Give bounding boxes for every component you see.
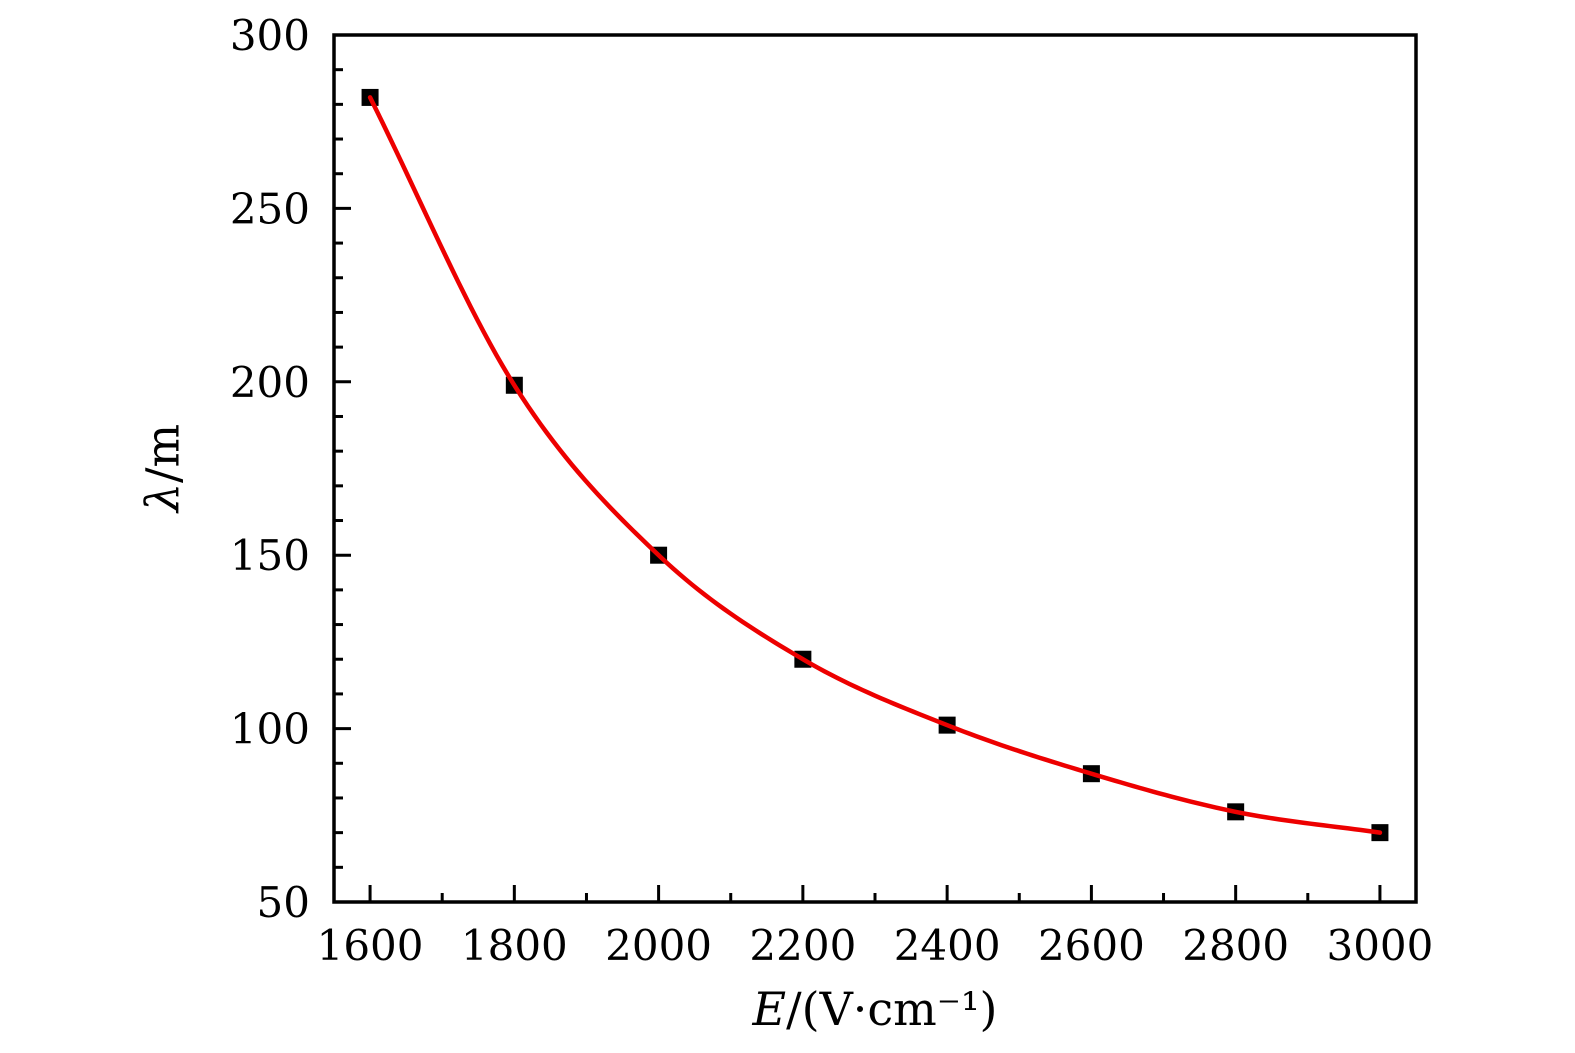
fit-curve — [367, 95, 1383, 835]
y-axis-title: λ/m — [135, 423, 190, 513]
x-tick-label: 1600 — [317, 921, 424, 970]
x-tick-label: 2000 — [605, 921, 712, 970]
y-tick-label: 50 — [257, 878, 310, 927]
y-tick-label: 150 — [230, 531, 310, 580]
x-tick-label: 2200 — [749, 921, 856, 970]
x-axis-variable: E — [752, 982, 787, 1036]
x-tick-label: 2800 — [1182, 921, 1289, 970]
x-axis-unit: /(V·cm⁻¹) — [786, 982, 998, 1036]
y-tick-label: 100 — [230, 705, 310, 754]
y-axis-variable: λ — [135, 482, 190, 513]
x-axis-title: E/(V·cm⁻¹) — [753, 983, 998, 1036]
y-tick-label: 250 — [230, 184, 310, 233]
plot-frame — [332, 33, 1418, 904]
y-axis-unit: /m — [135, 423, 190, 483]
x-tick-label: 3000 — [1326, 921, 1433, 970]
x-tick-label: 1800 — [461, 921, 568, 970]
y-tick-label: 300 — [230, 11, 310, 60]
y-tick-label: 200 — [230, 358, 310, 407]
x-tick-label: 2600 — [1038, 921, 1145, 970]
x-tick-label: 2400 — [894, 921, 1001, 970]
